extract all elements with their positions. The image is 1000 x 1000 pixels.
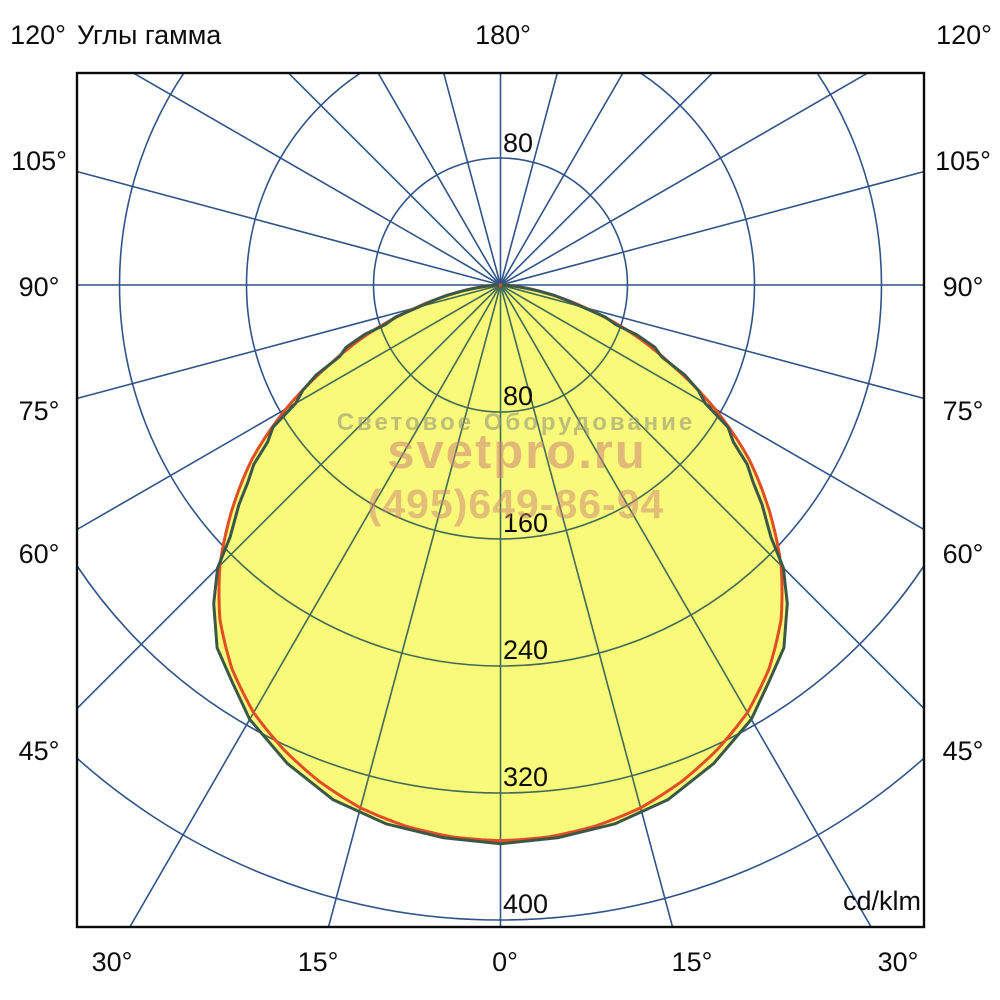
grid-ray-30 — [499, 285, 788, 844]
gamma-angle-label-left-90: 90° — [18, 272, 60, 302]
gamma-angle-label-left-45: 45° — [18, 736, 60, 766]
gamma-angle-label-left-75: 75° — [18, 396, 60, 426]
grid-ray-165 — [499, 73, 559, 286]
gamma-angle-label-180: 180° — [475, 20, 531, 50]
gamma-angle-label-right-75: 75° — [942, 396, 984, 426]
grid-ray-45 — [499, 285, 788, 844]
gamma-angle-label-bottom-30l: 30° — [91, 947, 133, 977]
gamma-angle-label-right-60: 60° — [942, 539, 984, 569]
grid-ray-300 — [213, 285, 501, 844]
gamma-angle-label-bottom-30r: 30° — [877, 947, 919, 977]
grid-ray-15 — [499, 285, 788, 844]
plot-frame — [75, 71, 926, 929]
grid-ray-195 — [442, 73, 502, 286]
radial-tick-label-400: 400 — [503, 889, 549, 919]
radial-tick-label-320: 320 — [503, 762, 549, 792]
watermark-line-2: svetpro.ru — [387, 425, 647, 479]
grid-ray-345 — [213, 285, 502, 844]
gamma-angle-label-top-right: 120° — [936, 20, 992, 50]
dark-curve — [212, 283, 789, 846]
grid-ray-135 — [499, 73, 714, 286]
grid-ray-210 — [377, 73, 502, 286]
gamma-angle-label-bottom-15l: 15° — [297, 947, 339, 977]
grid-ray-240 — [131, 73, 501, 286]
units-label: cd/klm — [842, 886, 921, 916]
gamma-angle-label-right-90: 90° — [942, 272, 984, 302]
radial-tick-label-80-top: 80 — [503, 128, 534, 158]
grid-ray-165 — [499, 285, 788, 286]
grid-ray-285 — [77, 284, 501, 400]
chart-title: Углы гамма — [77, 20, 222, 50]
grid-ray-150 — [499, 73, 624, 286]
gamma-angle-label-bottom-15r: 15° — [671, 947, 713, 977]
grid-ray-255 — [77, 170, 501, 286]
grid-ray-120 — [500, 73, 870, 286]
gamma-angle-label-left-60: 60° — [18, 539, 60, 569]
watermark-line-1: Световое Оборудование — [336, 409, 696, 436]
radial-tick-label-80: 80 — [503, 381, 534, 411]
watermark-line-3: (495)649-86-94 — [367, 481, 665, 527]
radial-tick-label-160: 160 — [503, 508, 549, 538]
grid-ray-225 — [287, 73, 502, 286]
gamma-angle-label-bottom-0: 0° — [492, 947, 518, 977]
grid-ray-75 — [500, 284, 924, 400]
grid-ray-315 — [213, 285, 502, 844]
radial-tick-label-240: 240 — [503, 635, 549, 665]
gamma-angle-label-left-105: 105° — [11, 146, 67, 176]
grid-ray-330 — [213, 285, 502, 844]
gamma-angle-label-right-45: 45° — [942, 736, 984, 766]
gamma-angle-label-right-105: 105° — [935, 146, 991, 176]
grid-ray-105 — [500, 170, 924, 286]
red-curve — [217, 283, 784, 843]
gamma-angle-label-top-left: 120° — [10, 20, 66, 50]
grid-ray-60 — [500, 285, 788, 844]
